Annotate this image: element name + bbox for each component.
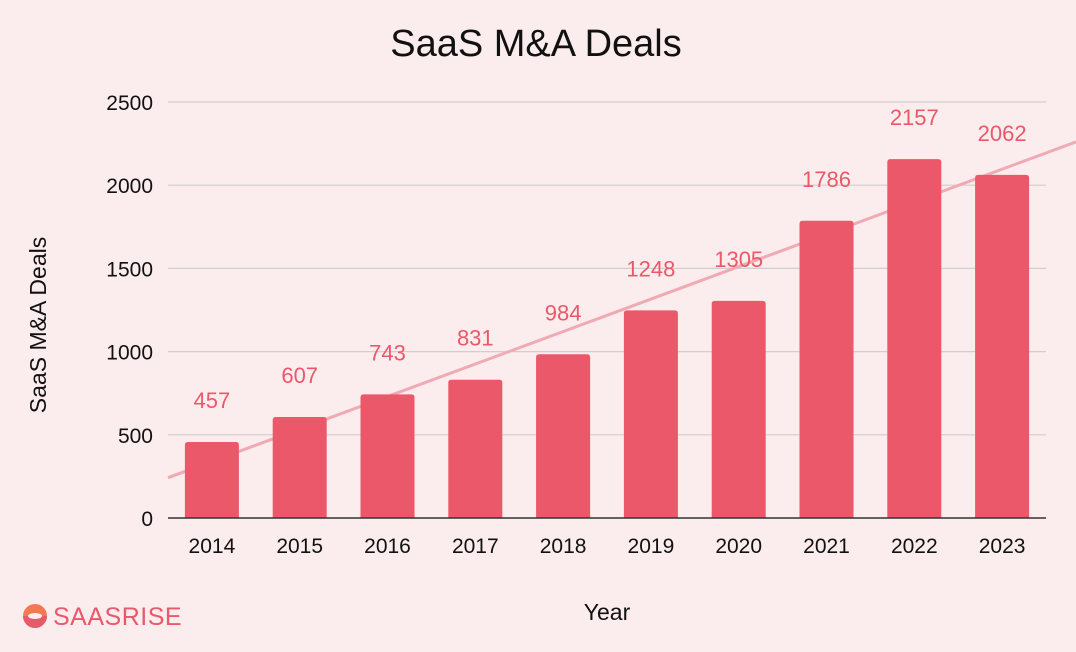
bars: [184, 159, 1030, 519]
bar-2015: [272, 416, 327, 518]
brand-logo: SAASRISE: [23, 603, 182, 631]
x-tick-label-2021: 2021: [803, 535, 850, 558]
chart-title: SaaS M&A Deals: [390, 23, 681, 65]
bar-2019: [623, 310, 678, 518]
data-label-2017: 831: [457, 326, 494, 351]
y-tick-label: 1500: [106, 258, 153, 281]
data-label-2023: 2062: [978, 121, 1027, 146]
bar-2014: [184, 441, 239, 518]
y-axis-title: SaaS M&A Deals: [25, 237, 51, 413]
data-label-2018: 984: [545, 300, 582, 325]
x-tick-label-2019: 2019: [628, 535, 675, 558]
x-tick-labels: 2014 2015 2016 2017 2018 2019 2020 2021 2022 2023: [189, 535, 1026, 558]
bar-2023: [975, 174, 1030, 519]
bar-2017: [448, 379, 503, 518]
data-labels: 457 607 743 831 984 1248 1305 1786 2157 2062: [194, 105, 1027, 413]
data-label-2016: 743: [369, 340, 406, 365]
x-tick-label-2015: 2015: [276, 535, 323, 558]
data-label-2014: 457: [194, 388, 231, 413]
x-tick-label-2023: 2023: [979, 535, 1026, 558]
bar-2018: [536, 354, 591, 518]
y-tick-label: 500: [118, 425, 153, 448]
y-tick-label: 1000: [106, 342, 153, 365]
y-tick-label: 2500: [106, 92, 153, 115]
x-tick-label-2022: 2022: [891, 535, 938, 558]
data-label-2022: 2157: [890, 105, 939, 130]
data-label-2015: 607: [281, 363, 318, 388]
brand-name: SAASRISE: [53, 603, 182, 631]
bar-2021: [799, 220, 854, 518]
bar-2020: [711, 300, 766, 518]
bar-2016: [360, 394, 415, 518]
x-tick-label-2017: 2017: [452, 535, 499, 558]
x-axis-title: Year: [584, 599, 631, 625]
x-tick-label-2014: 2014: [189, 535, 236, 558]
data-label-2020: 1305: [714, 247, 763, 272]
x-tick-label-2016: 2016: [364, 535, 411, 558]
data-label-2019: 1248: [626, 256, 675, 281]
saasrise-logo-icon: [23, 604, 47, 628]
bar-2022: [887, 159, 942, 518]
data-label-2021: 1786: [802, 167, 851, 192]
y-tick-label: 0: [141, 508, 153, 531]
x-tick-label-2020: 2020: [715, 535, 762, 558]
x-tick-label-2018: 2018: [540, 535, 587, 558]
y-tick-labels: 0 500 1000 1500 2000 2500: [106, 92, 153, 531]
y-tick-label: 2000: [106, 175, 153, 198]
